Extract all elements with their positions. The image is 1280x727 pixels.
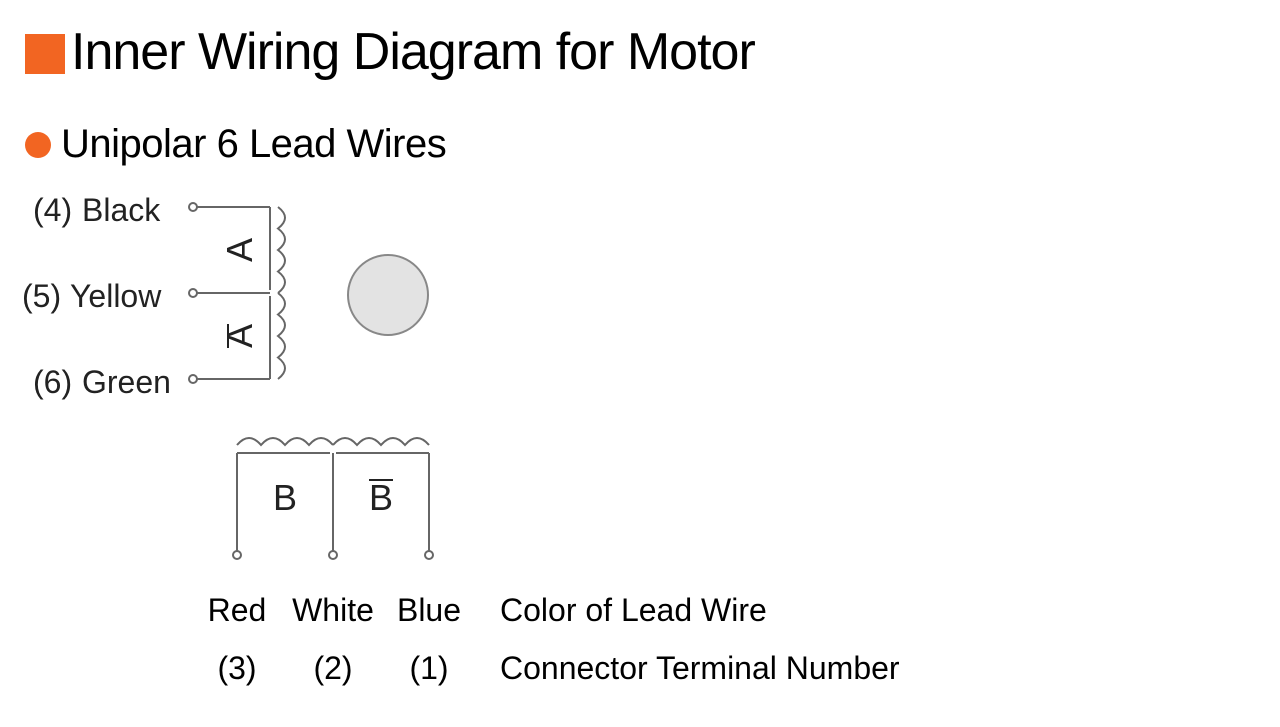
wiring-svg: A A B B [0, 0, 1280, 727]
svg-text:B: B [273, 477, 297, 518]
diagram-root: Inner Wiring Diagram for Motor Unipolar … [0, 0, 1280, 727]
svg-text:A: A [219, 238, 260, 262]
svg-text:B: B [369, 477, 393, 518]
svg-text:A: A [219, 324, 260, 348]
